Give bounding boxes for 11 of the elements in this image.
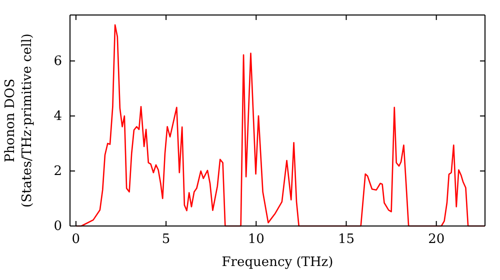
x-tick-label: 5	[162, 232, 170, 248]
y-tick-label: 6	[54, 54, 62, 70]
x-axis-title: Frequency (THz)	[222, 255, 334, 270]
x-tick-label: 20	[428, 232, 445, 248]
x-tick-label: 15	[338, 232, 355, 248]
y-tick-label: 0	[54, 219, 62, 234]
x-tick-label: 10	[248, 232, 264, 248]
y-tick-label: 4	[54, 109, 62, 124]
x-tick-label: 0	[72, 232, 80, 248]
y-tick-label: 2	[54, 164, 62, 180]
y-axis-title: Phonon DOS (States/THz·primitive cell)	[3, 33, 35, 208]
